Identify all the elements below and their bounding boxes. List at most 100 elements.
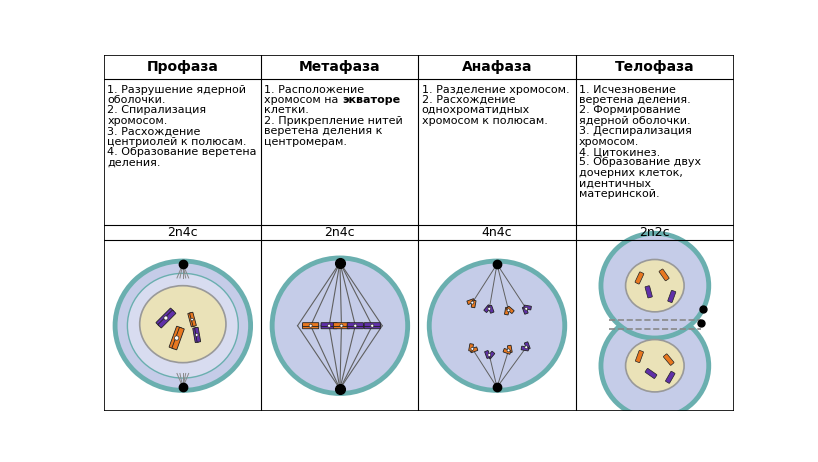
Text: 2. Спирализация: 2. Спирализация [107, 105, 206, 116]
Circle shape [471, 301, 474, 304]
Text: Метафаза: Метафаза [299, 60, 380, 74]
Text: 4. Образование веретена: 4. Образование веретена [107, 147, 257, 157]
Text: 4. Цитокинез.: 4. Цитокинез. [578, 147, 660, 157]
Text: оболочки.: оболочки. [107, 95, 166, 105]
FancyBboxPatch shape [488, 351, 495, 359]
FancyBboxPatch shape [524, 305, 532, 310]
FancyBboxPatch shape [485, 351, 491, 359]
FancyBboxPatch shape [193, 328, 199, 343]
FancyBboxPatch shape [188, 313, 195, 327]
Text: центромерам.: центромерам. [264, 137, 348, 146]
Ellipse shape [626, 260, 684, 312]
FancyBboxPatch shape [158, 310, 176, 328]
FancyBboxPatch shape [645, 286, 652, 298]
FancyBboxPatch shape [303, 322, 319, 327]
Circle shape [507, 309, 510, 312]
Circle shape [507, 349, 510, 352]
Text: клетки.: клетки. [264, 105, 309, 116]
Ellipse shape [601, 313, 708, 418]
FancyBboxPatch shape [636, 350, 644, 363]
Text: идентичных: идентичных [578, 178, 651, 188]
FancyBboxPatch shape [470, 347, 478, 353]
Text: 1. Расположение: 1. Расположение [264, 85, 365, 95]
FancyBboxPatch shape [303, 325, 319, 329]
FancyBboxPatch shape [169, 326, 182, 349]
FancyBboxPatch shape [172, 327, 184, 350]
Text: 5. Образование двух: 5. Образование двух [578, 158, 701, 167]
Text: 2. Прикрепление нитей: 2. Прикрепление нитей [264, 116, 403, 126]
FancyBboxPatch shape [635, 272, 644, 284]
FancyBboxPatch shape [190, 312, 196, 326]
Circle shape [196, 334, 198, 336]
Ellipse shape [626, 340, 684, 392]
Circle shape [174, 336, 179, 340]
Text: 2. Формирование: 2. Формирование [578, 105, 681, 116]
Ellipse shape [140, 286, 226, 363]
Text: хромосом.: хромосом. [107, 116, 168, 126]
FancyBboxPatch shape [521, 346, 528, 351]
FancyBboxPatch shape [505, 307, 510, 315]
Circle shape [488, 353, 491, 357]
Text: 2n2c: 2n2c [640, 226, 670, 239]
FancyBboxPatch shape [524, 342, 530, 350]
Text: однохроматидных: однохроматидных [421, 105, 530, 116]
Text: Анафаза: Анафаза [461, 60, 533, 74]
FancyBboxPatch shape [364, 322, 380, 327]
Circle shape [191, 318, 193, 321]
Text: экваторе: экваторе [342, 95, 401, 105]
FancyBboxPatch shape [488, 305, 494, 313]
Text: 3. Деспирализация: 3. Деспирализация [578, 126, 691, 136]
FancyBboxPatch shape [523, 306, 528, 314]
Text: 3. Расхождение: 3. Расхождение [107, 126, 200, 136]
Text: 2. Расхождение: 2. Расхождение [421, 95, 515, 105]
Ellipse shape [115, 261, 250, 390]
FancyBboxPatch shape [663, 354, 674, 365]
Circle shape [471, 347, 474, 350]
Text: веретена деления.: веретена деления. [578, 95, 690, 105]
Text: материнской.: материнской. [578, 188, 659, 199]
Circle shape [340, 324, 343, 327]
FancyBboxPatch shape [659, 269, 669, 281]
FancyBboxPatch shape [507, 345, 512, 353]
Circle shape [309, 324, 312, 327]
Ellipse shape [429, 261, 564, 390]
Circle shape [371, 324, 374, 327]
Circle shape [488, 307, 491, 310]
Text: хромосом на: хромосом на [264, 95, 342, 105]
Text: хромосом к полюсам.: хромосом к полюсам. [421, 116, 547, 126]
Text: 2n4c: 2n4c [168, 226, 198, 239]
Text: 1. Исчезновение: 1. Исчезновение [578, 85, 676, 95]
Text: веретена деления к: веретена деления к [264, 126, 383, 136]
FancyBboxPatch shape [364, 325, 380, 329]
FancyBboxPatch shape [321, 322, 337, 327]
Text: 1. Разрушение ядерной: 1. Разрушение ядерной [107, 85, 246, 95]
Text: 1. Разделение хромосом.: 1. Разделение хромосом. [421, 85, 569, 95]
FancyBboxPatch shape [321, 325, 337, 329]
FancyBboxPatch shape [666, 371, 675, 383]
Ellipse shape [601, 233, 708, 338]
Text: дочерних клеток,: дочерних клеток, [578, 168, 682, 178]
Circle shape [525, 346, 528, 349]
FancyBboxPatch shape [347, 325, 363, 329]
FancyBboxPatch shape [195, 327, 200, 342]
FancyBboxPatch shape [484, 305, 491, 312]
FancyBboxPatch shape [156, 308, 173, 326]
Circle shape [353, 324, 357, 327]
FancyBboxPatch shape [503, 348, 511, 354]
Circle shape [164, 316, 168, 320]
Ellipse shape [272, 258, 407, 394]
FancyBboxPatch shape [506, 306, 515, 314]
Circle shape [525, 307, 528, 310]
Text: Профаза: Профаза [147, 60, 218, 74]
Text: 4n4c: 4n4c [482, 226, 512, 239]
Ellipse shape [128, 274, 238, 378]
FancyBboxPatch shape [467, 299, 474, 304]
FancyBboxPatch shape [347, 322, 363, 327]
FancyBboxPatch shape [667, 290, 676, 303]
Text: центриолей к полюсам.: центриолей к полюсам. [107, 137, 247, 146]
Text: хромосом.: хромосом. [578, 137, 639, 146]
Text: деления.: деления. [107, 158, 161, 167]
Text: 2n4c: 2n4c [325, 226, 355, 239]
FancyBboxPatch shape [469, 344, 474, 351]
Text: Телофаза: Телофаза [615, 60, 694, 74]
